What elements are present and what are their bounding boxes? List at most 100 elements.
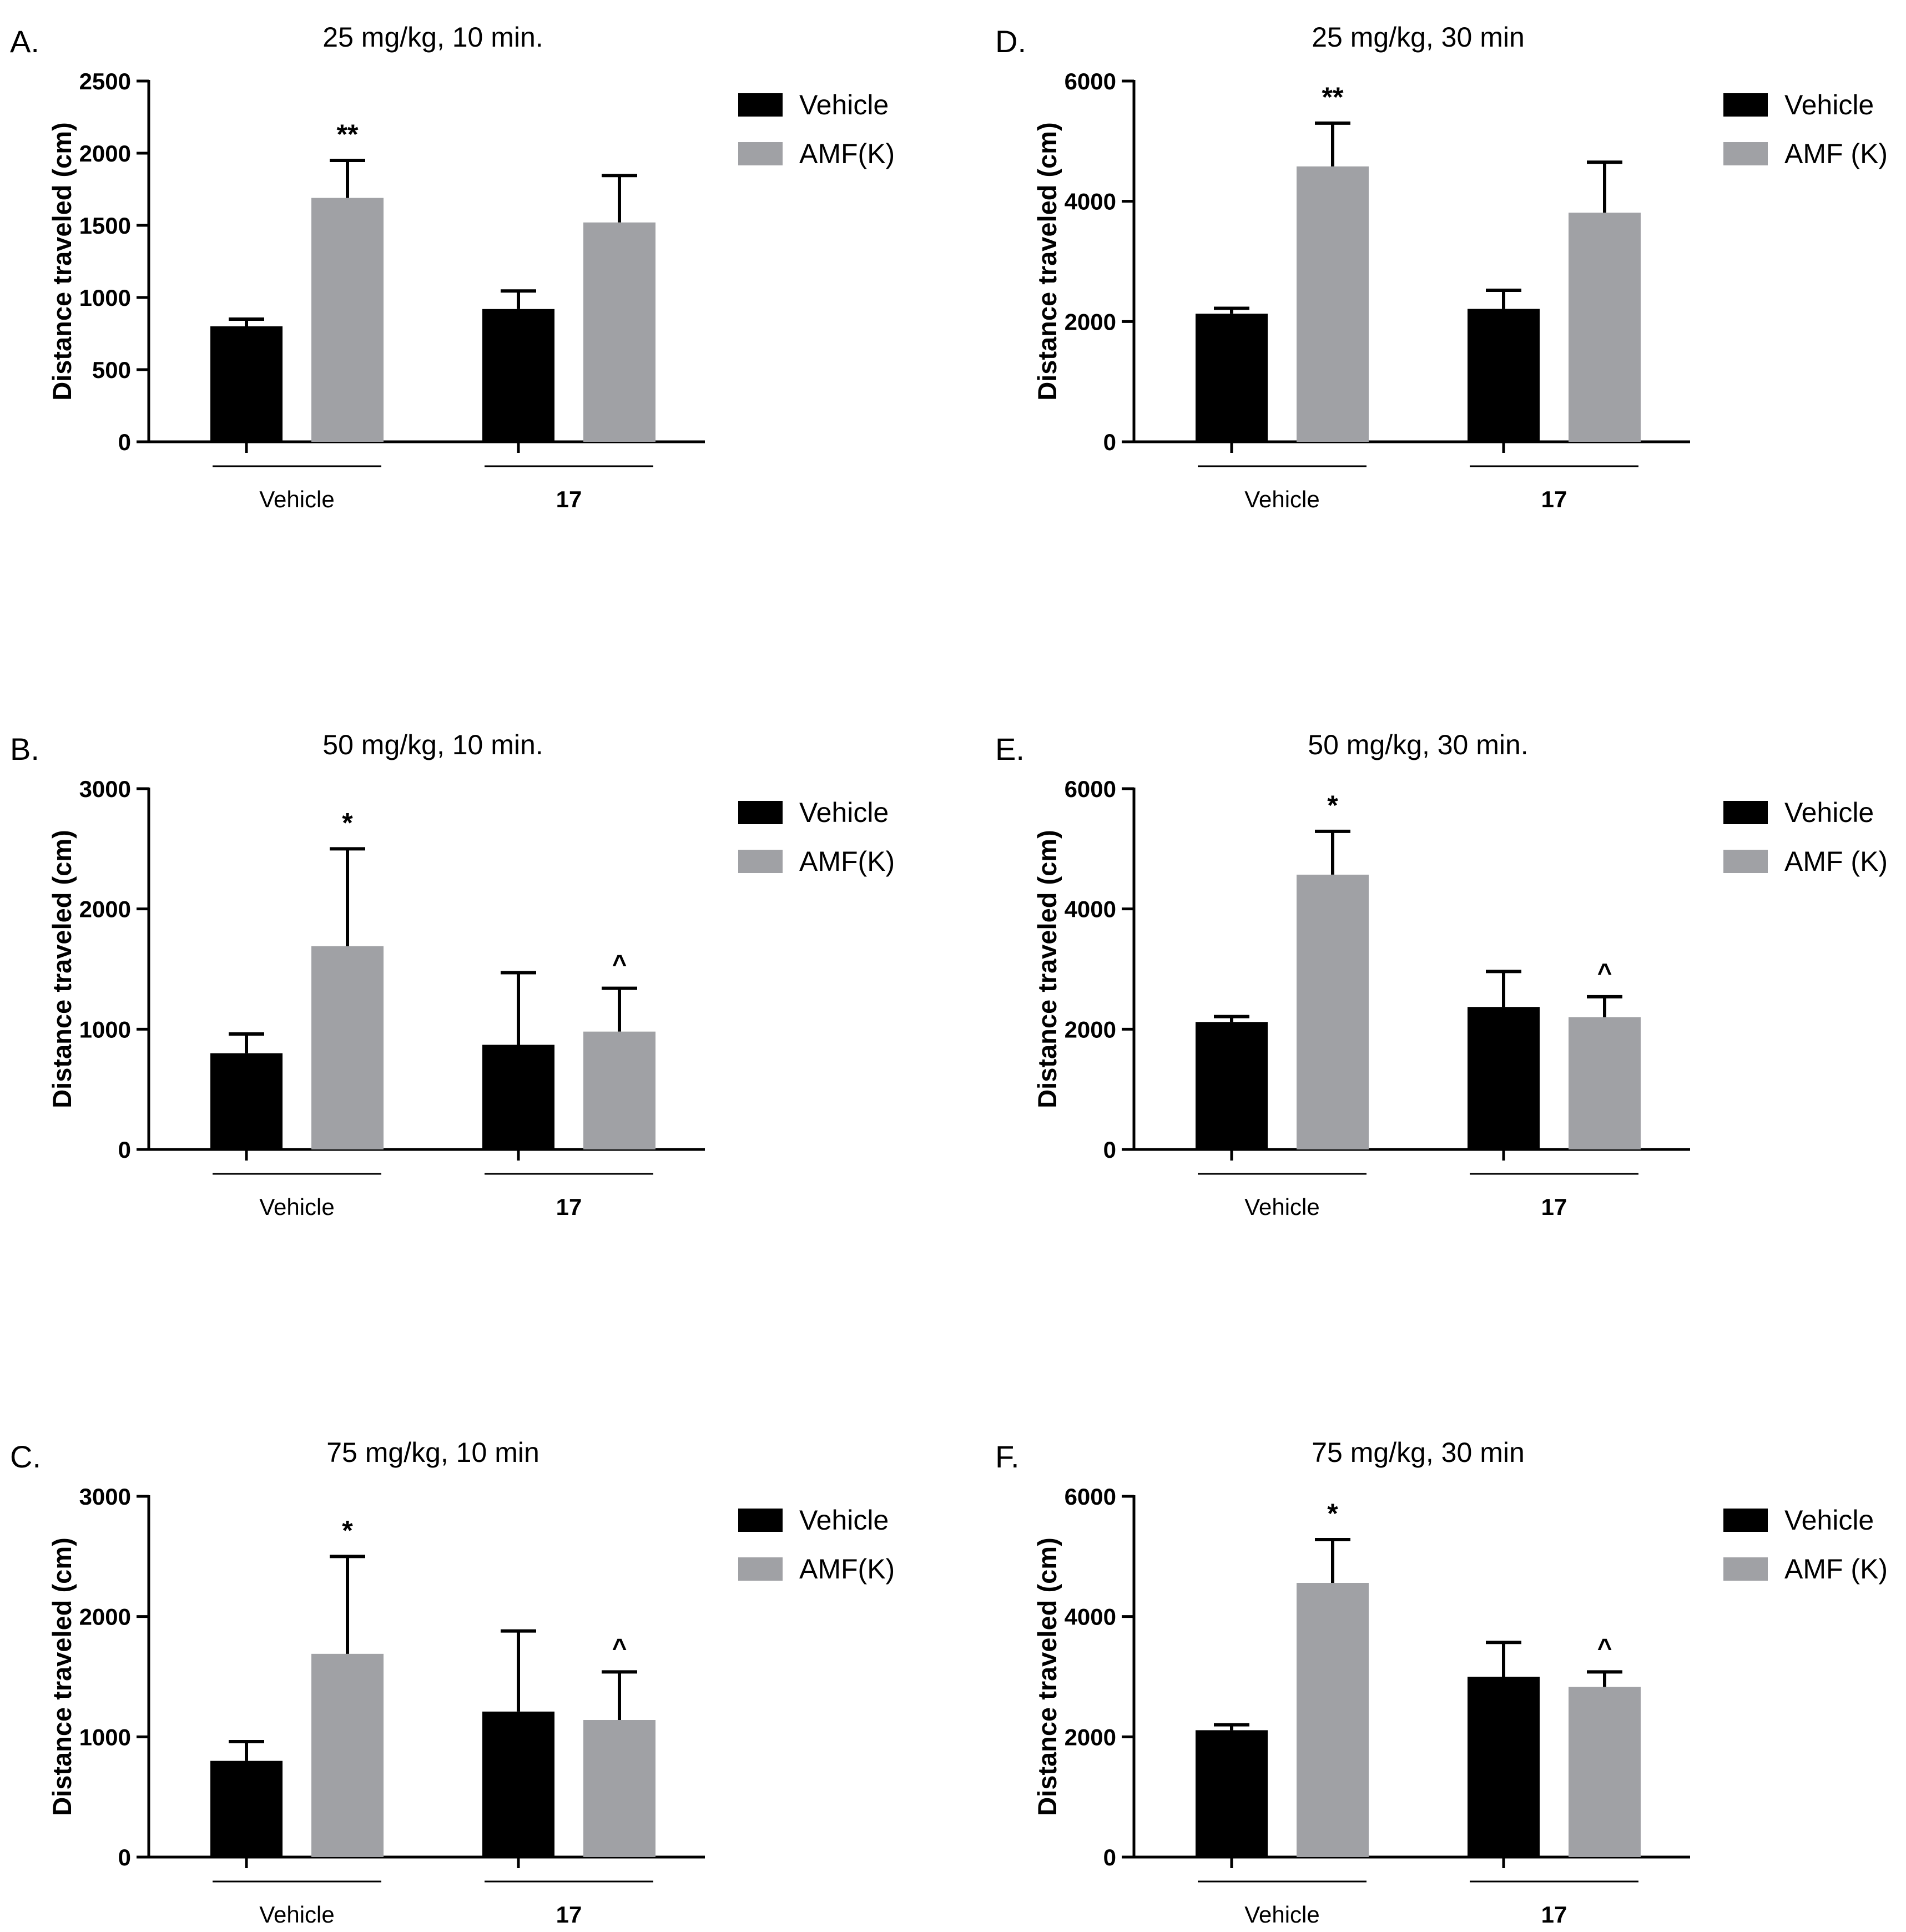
y-tick-label: 0 xyxy=(1103,429,1116,455)
bar-amf-k--group-17 xyxy=(583,1031,655,1149)
significance-mark: ** xyxy=(337,119,359,150)
y-axis-label: Distance traveled (cm) xyxy=(47,830,77,1108)
chart-panel-d: D. 25 mg/kg, 30 min Distance traveled (cm)… xyxy=(995,22,1888,512)
significance-mark: * xyxy=(342,807,353,838)
y-tick-label: 2000 xyxy=(1065,1016,1116,1042)
legend-swatch xyxy=(738,142,783,165)
bar-vehicle-group-17 xyxy=(482,1045,554,1149)
legend-swatch xyxy=(1723,850,1768,873)
chart-title: 50 mg/kg, 10 min. xyxy=(322,729,543,760)
chart-title: 75 mg/kg, 30 min xyxy=(1312,1437,1525,1468)
legend-swatch xyxy=(1723,1509,1768,1532)
bar-vehicle-group-vehicle xyxy=(210,1053,283,1149)
significance-mark: ^ xyxy=(612,1633,627,1662)
bar-vehicle-group-vehicle xyxy=(1196,1730,1268,1857)
panel-label: D. xyxy=(995,24,1026,59)
y-tick-label: 1000 xyxy=(79,285,131,311)
group-label: Vehicle xyxy=(1244,486,1319,512)
y-tick-label: 0 xyxy=(1103,1137,1116,1163)
bar-amf-k--group-17 xyxy=(583,1720,655,1857)
legend-label: Vehicle xyxy=(1784,1505,1874,1536)
bar-vehicle-group-vehicle xyxy=(210,1761,283,1857)
significance-mark: * xyxy=(1327,1498,1338,1529)
legend-label: AMF (K) xyxy=(1784,846,1888,877)
legend-label: AMF(K) xyxy=(799,846,895,877)
y-tick-label: 2500 xyxy=(79,68,131,94)
bar-amf-k--group-vehicle xyxy=(1297,166,1369,442)
bar-amf-k--group-vehicle xyxy=(311,1653,384,1857)
bar-amf-k--group-vehicle xyxy=(1297,1583,1369,1857)
y-axis-label: Distance traveled (cm) xyxy=(47,122,77,401)
legend-swatch xyxy=(1723,801,1768,824)
group-label: Vehicle xyxy=(1244,1194,1319,1220)
legend-swatch xyxy=(738,1557,783,1581)
bar-amf-k--group-vehicle xyxy=(311,198,384,442)
bar-vehicle-group-17 xyxy=(1468,309,1540,442)
bar-amf-k--group-vehicle xyxy=(1297,874,1369,1149)
y-axis-label: Distance traveled (cm) xyxy=(47,1537,77,1816)
y-tick-label: 0 xyxy=(118,429,131,455)
y-axis-label: Distance traveled (cm) xyxy=(1032,830,1062,1108)
legend-label: AMF (K) xyxy=(1784,1553,1888,1585)
bar-vehicle-group-vehicle xyxy=(1196,314,1268,442)
group-label: 17 xyxy=(1541,1194,1567,1220)
bar-amf-k--group-17 xyxy=(583,222,655,442)
legend-swatch xyxy=(1723,1557,1768,1581)
y-tick-label: 4000 xyxy=(1065,189,1116,215)
group-label: Vehicle xyxy=(259,486,334,512)
legend-swatch xyxy=(1723,142,1768,165)
chart-panel-f: F. 75 mg/kg, 30 min Distance traveled (cm)… xyxy=(995,1437,1888,1928)
significance-mark: * xyxy=(342,1515,353,1546)
y-tick-label: 0 xyxy=(1103,1844,1116,1870)
legend-label: Vehicle xyxy=(1784,89,1874,120)
y-tick-label: 500 xyxy=(92,357,131,383)
significance-mark: ^ xyxy=(1597,958,1612,987)
bar-vehicle-group-vehicle xyxy=(210,326,283,442)
y-tick-label: 6000 xyxy=(1065,776,1116,802)
y-tick-label: 3000 xyxy=(79,776,131,802)
chart-panel-a: A. 25 mg/kg, 10 min. Distance traveled (cm… xyxy=(10,22,895,512)
y-tick-label: 6000 xyxy=(1065,1484,1116,1510)
y-tick-label: 3000 xyxy=(79,1484,131,1510)
chart-title: 25 mg/kg, 30 min xyxy=(1312,22,1525,53)
panel-label: F. xyxy=(995,1439,1020,1474)
y-tick-label: 2000 xyxy=(1065,309,1116,335)
chart-title: 75 mg/kg, 10 min xyxy=(326,1437,539,1468)
panel-label: B. xyxy=(10,732,39,766)
bar-vehicle-group-vehicle xyxy=(1196,1022,1268,1149)
legend-swatch xyxy=(738,801,783,824)
legend-swatch xyxy=(738,93,783,117)
legend-label: AMF(K) xyxy=(799,138,895,169)
y-tick-label: 6000 xyxy=(1065,68,1116,94)
panel-label: C. xyxy=(10,1439,41,1474)
legend-label: Vehicle xyxy=(1784,797,1874,828)
bar-amf-k--group-vehicle xyxy=(311,946,384,1149)
group-label: Vehicle xyxy=(259,1194,334,1220)
significance-mark: ** xyxy=(1322,82,1344,113)
y-tick-label: 2000 xyxy=(79,896,131,922)
y-tick-label: 1500 xyxy=(79,213,131,239)
y-tick-label: 4000 xyxy=(1065,896,1116,922)
group-label: 17 xyxy=(556,486,582,512)
panel-label: A. xyxy=(10,24,39,59)
bar-vehicle-group-17 xyxy=(1468,1007,1540,1149)
y-axis-label: Distance traveled (cm) xyxy=(1032,122,1062,401)
chart-title: 50 mg/kg, 30 min. xyxy=(1308,729,1528,760)
group-label: Vehicle xyxy=(259,1901,334,1928)
chart-panel-b: B. 50 mg/kg, 10 min. Distance traveled (cm… xyxy=(10,729,895,1220)
y-tick-label: 2000 xyxy=(1065,1724,1116,1750)
y-tick-label: 0 xyxy=(118,1137,131,1163)
significance-mark: ^ xyxy=(612,950,627,978)
y-axis-label: Distance traveled (cm) xyxy=(1032,1537,1062,1816)
legend-label: AMF(K) xyxy=(799,1553,895,1585)
bar-amf-k--group-17 xyxy=(1569,1687,1641,1857)
y-tick-label: 2000 xyxy=(79,140,131,167)
bar-amf-k--group-17 xyxy=(1569,1017,1641,1149)
significance-mark: * xyxy=(1327,790,1338,821)
bar-amf-k--group-17 xyxy=(1569,213,1641,442)
y-tick-label: 2000 xyxy=(79,1604,131,1630)
chart-panel-e: E. 50 mg/kg, 30 min. Distance traveled (cm… xyxy=(995,729,1888,1220)
group-label: 17 xyxy=(556,1194,582,1220)
group-label: 17 xyxy=(1541,486,1567,512)
